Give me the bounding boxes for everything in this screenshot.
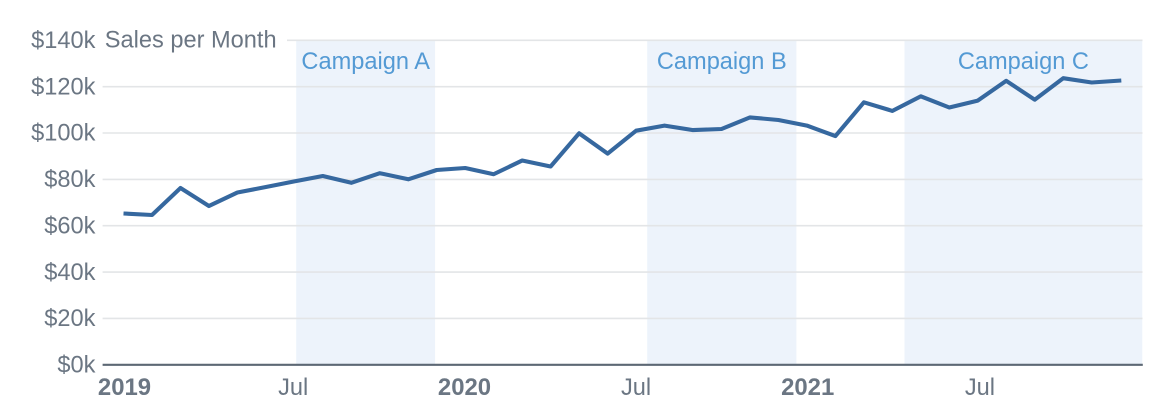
svg-text:Jul: Jul	[278, 375, 308, 401]
svg-text:2019: 2019	[98, 374, 151, 401]
svg-text:Sales per Month: Sales per Month	[105, 27, 277, 53]
svg-text:Campaign B: Campaign B	[657, 49, 787, 75]
svg-text:Jul: Jul	[621, 375, 651, 401]
svg-text:$60k: $60k	[44, 213, 95, 239]
svg-text:2020: 2020	[438, 374, 491, 401]
svg-text:$80k: $80k	[44, 167, 95, 193]
svg-text:$20k: $20k	[44, 306, 95, 332]
svg-text:$40k: $40k	[44, 260, 95, 286]
svg-text:$0k: $0k	[57, 353, 95, 379]
svg-text:2021: 2021	[781, 374, 834, 401]
svg-text:Jul: Jul	[965, 375, 995, 401]
svg-text:$120k: $120k	[31, 74, 95, 100]
svg-text:$140k: $140k	[31, 28, 95, 54]
svg-text:$100k: $100k	[31, 121, 95, 147]
svg-text:Campaign A: Campaign A	[301, 49, 430, 75]
svg-text:Campaign C: Campaign C	[958, 49, 1089, 75]
